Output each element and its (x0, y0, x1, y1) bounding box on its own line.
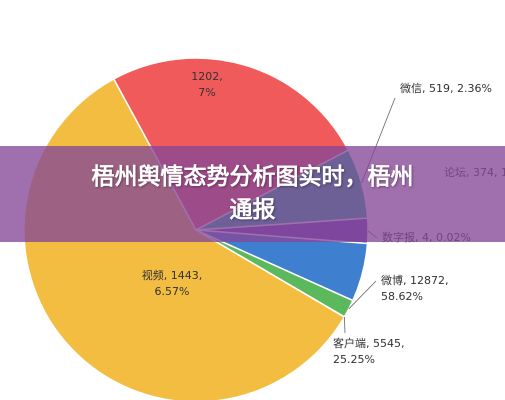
slice-label-line1: 1202, (191, 70, 223, 83)
slice-label-line2: 58.62% (381, 290, 423, 303)
slice-label-line2: 25.25% (333, 353, 375, 366)
leader-line (348, 280, 377, 310)
slice-label-line1: 微信, 519, 2.36% (400, 81, 492, 95)
leader-line (343, 316, 346, 334)
banner-title: 梧州舆情态势分析图实时，梧州通报 (91, 164, 414, 223)
slice-label-line2: 7% (198, 86, 215, 99)
slice-label-line1: 客户端, 5545, (333, 336, 404, 350)
title-banner: 梧州舆情态势分析图实时，梧州通报 (0, 146, 505, 242)
slice-label-line1: 微博, 12872, (381, 273, 448, 287)
slice-label-line2: 6.57% (155, 285, 190, 298)
slice-label-line1: 视频, 1443, (142, 268, 202, 282)
pie-slice-客户端 (112, 57, 350, 232)
